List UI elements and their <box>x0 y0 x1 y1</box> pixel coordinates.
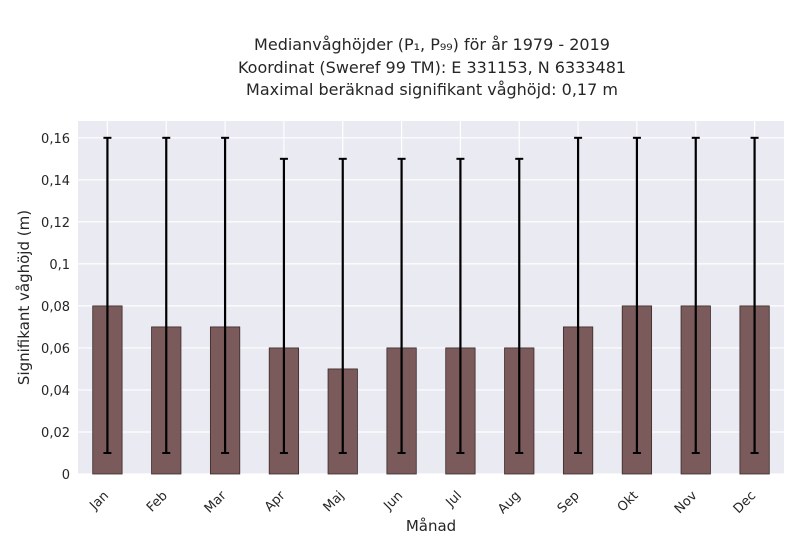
x-tick-label: Jun <box>380 488 406 514</box>
x-tick-labels: Jan Feb Mar Apr Maj Jun Jul Aug Sep Okt Nov Dec <box>87 488 760 517</box>
x-tick-label: Okt <box>615 488 642 515</box>
error-bars <box>103 136 759 454</box>
chart-title-line-3: Maximal beräknad signifikant våghöjd: 0,… <box>246 80 618 99</box>
y-tick-label: 0,14 <box>41 174 70 189</box>
y-tick-label: 0,04 <box>41 384 70 399</box>
y-tick-label: 0,16 <box>41 132 70 147</box>
x-tick-label: Aug <box>495 488 524 517</box>
x-tick-label: Maj <box>321 488 348 515</box>
chart-title-line-2: Koordinat (Sweref 99 TM): E 331153, N 63… <box>237 58 627 77</box>
x-tick-label: Jan <box>87 488 112 513</box>
y-axis-label: Signifikant våghöjd (m) <box>15 210 33 385</box>
y-tick-label: 0 <box>62 468 70 483</box>
y-tick-labels: 0 0,02 0,04 0,06 0,08 0,1 0,12 0,14 0,16 <box>41 132 70 483</box>
x-axis-label: Månad <box>406 517 456 535</box>
chart-title-line-1: Medianvåghöjder (P₁, P₉₉) för år 1979 - … <box>254 35 610 54</box>
y-tick-label: 0,08 <box>41 300 70 315</box>
x-tick-label: Dec <box>731 488 759 516</box>
x-tick-label: Feb <box>144 488 171 515</box>
x-tick-label: Apr <box>262 488 289 515</box>
x-tick-label: Sep <box>555 488 583 516</box>
plot-area <box>78 121 784 474</box>
y-tick-label: 0,02 <box>41 426 70 441</box>
x-tick-label: Nov <box>672 488 701 517</box>
y-tick-label: 0,12 <box>41 216 70 231</box>
y-tick-label: 0,06 <box>41 342 70 357</box>
y-tick-label: 0,1 <box>49 258 70 273</box>
x-tick-label: Mar <box>202 488 230 516</box>
x-tick-label: Jul <box>443 488 465 510</box>
